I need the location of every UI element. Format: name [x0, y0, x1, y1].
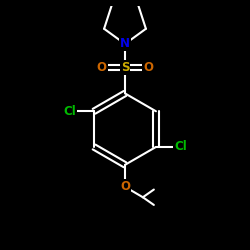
- Text: Cl: Cl: [174, 140, 187, 153]
- Text: O: O: [97, 61, 107, 74]
- Text: N: N: [120, 38, 130, 51]
- Text: O: O: [143, 61, 153, 74]
- Text: O: O: [120, 180, 130, 193]
- Text: S: S: [121, 61, 129, 74]
- Text: Cl: Cl: [63, 105, 76, 118]
